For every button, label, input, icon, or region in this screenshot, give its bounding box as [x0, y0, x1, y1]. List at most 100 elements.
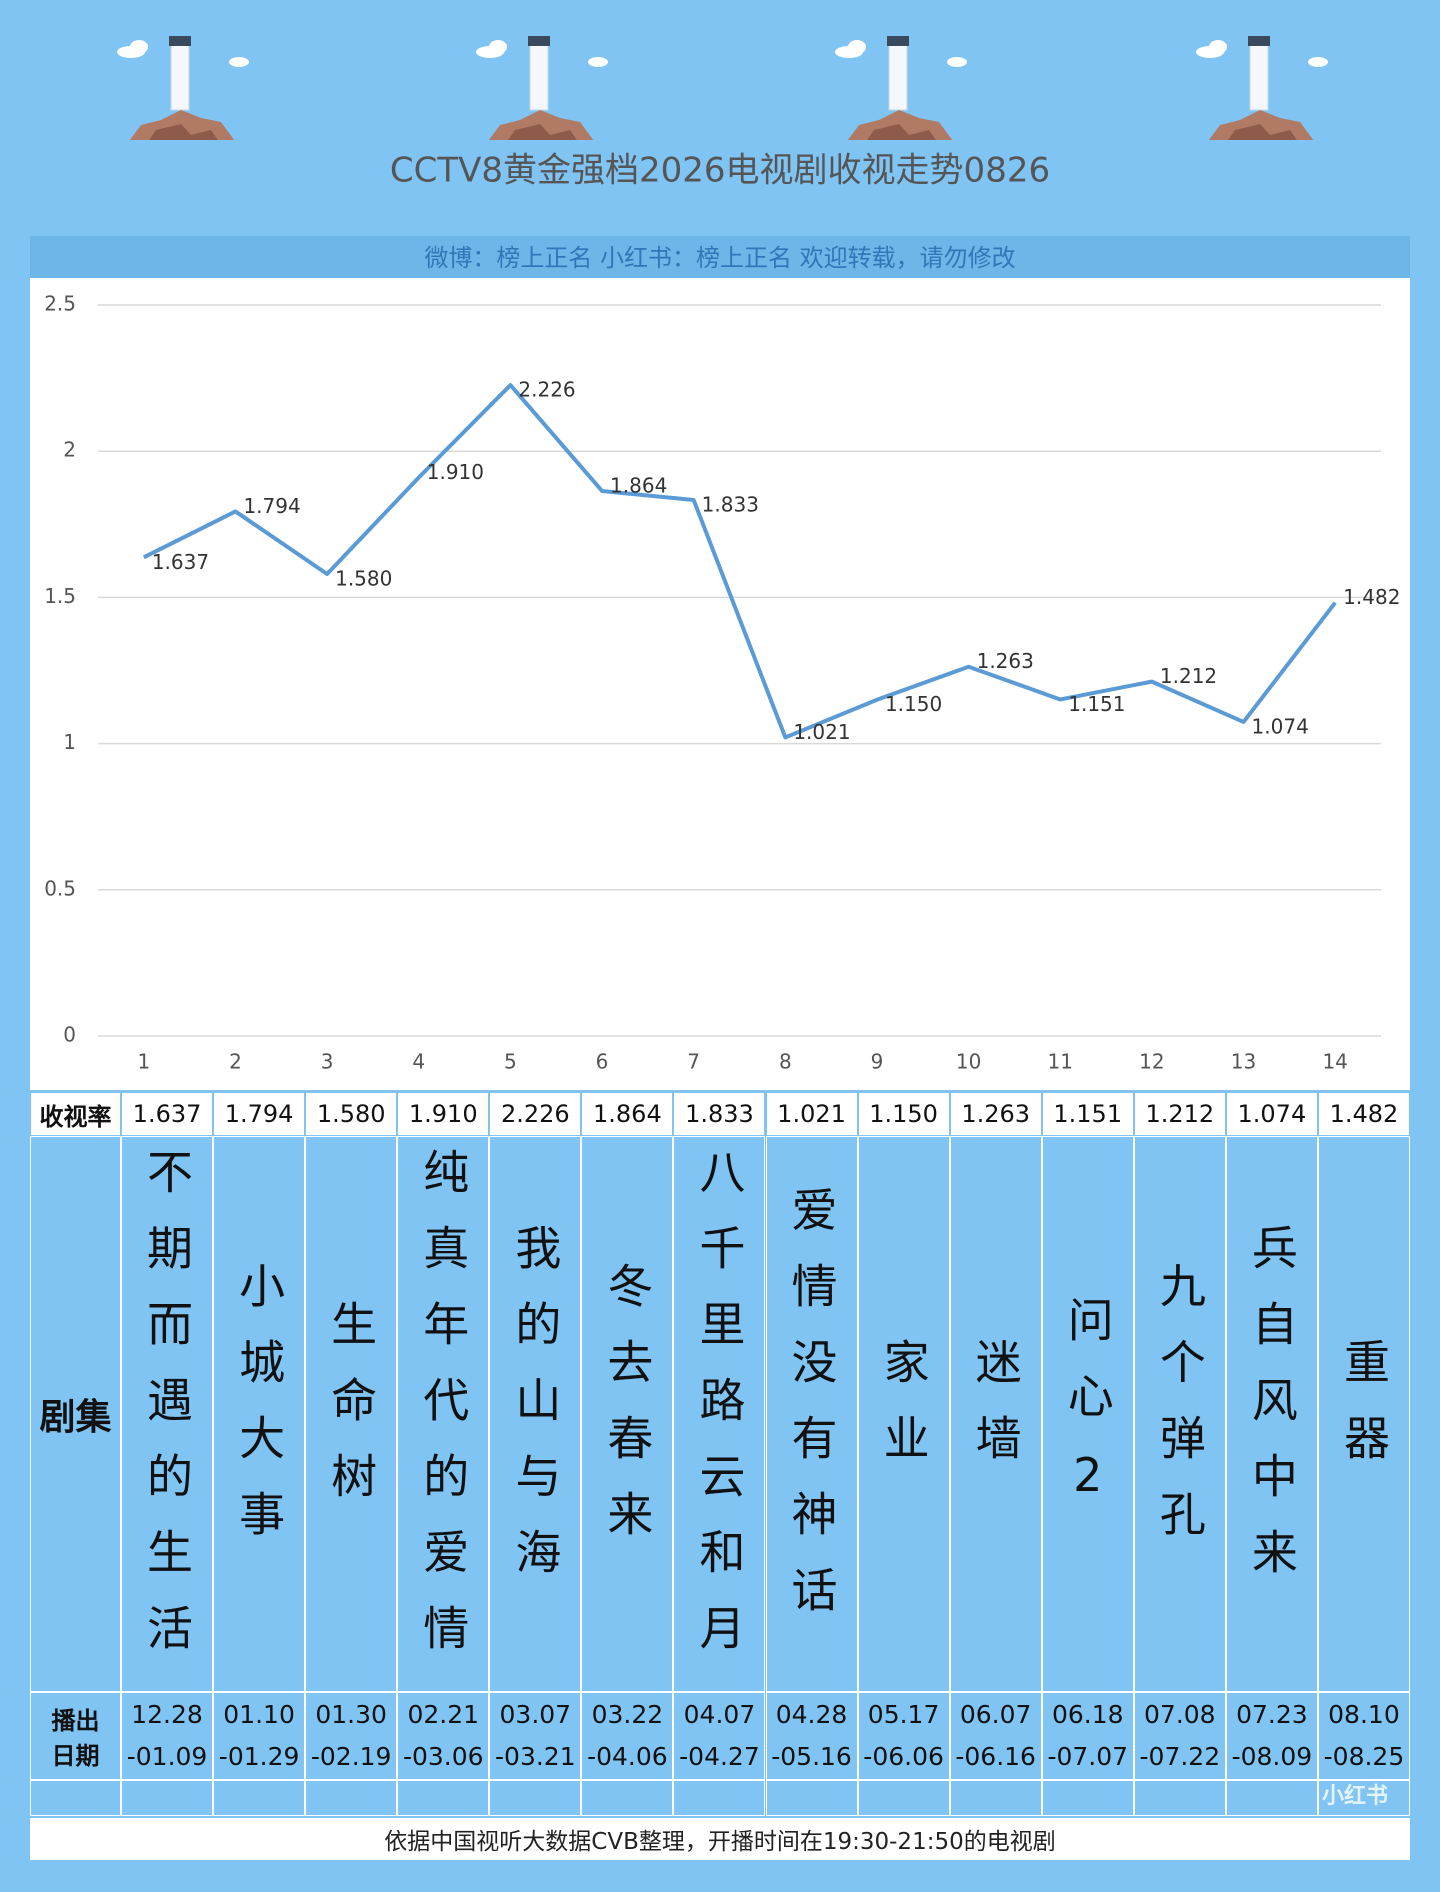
x-tick-label: 9 [871, 1050, 884, 1074]
y-tick-label: 0.5 [44, 876, 76, 900]
blank-cell [857, 1780, 950, 1816]
air-date-part: 04.28 [775, 1700, 848, 1729]
rating-cell: 1.580 [305, 1092, 398, 1136]
air-date-part: -04.06 [587, 1742, 668, 1771]
air-date-part: -01.09 [126, 1742, 208, 1771]
drama-name: 爱情没有神话 [765, 1136, 858, 1692]
air-date-part: 05.17 [867, 1700, 940, 1729]
rating-cell: 1.482 [1317, 1092, 1410, 1136]
data-label: 1.482 [1343, 585, 1400, 609]
air-date-part: 03.22 [591, 1700, 664, 1729]
air-date: 12.28 -01.09 [121, 1692, 214, 1780]
row-label-line: 播出 [51, 1707, 100, 1735]
air-date-part: -08.09 [1231, 1742, 1313, 1771]
data-label: 1.864 [610, 473, 667, 497]
air-date: 04.07 -04.27 [673, 1692, 766, 1780]
blank-cell [1225, 1780, 1318, 1816]
chart: CCTV8黄金强档2026电视剧收视走势0826 微博：榜上正名 小红书：榜上正… [30, 151, 1410, 1090]
drama-name: 家业 [857, 1136, 950, 1692]
air-date-part: 04.07 [683, 1700, 756, 1729]
blank-cell [673, 1780, 766, 1816]
subtitle-band [30, 236, 1410, 278]
air-date: 06.18 -07.07 [1041, 1692, 1134, 1780]
drama-name-text: 我的山与海 [508, 1224, 563, 1604]
air-date-part: -06.06 [863, 1742, 944, 1771]
blank-cell [581, 1780, 674, 1816]
drama-name-text: 不期而遇的生活 [140, 1148, 195, 1680]
data-label: 1.021 [793, 720, 850, 744]
y-tick-label: 2 [63, 438, 76, 462]
drama-name-text: 爱情没有神话 [784, 1186, 839, 1642]
data-label: 1.794 [243, 494, 300, 518]
air-date-part: 07.08 [1144, 1700, 1216, 1729]
air-date-part: 02.21 [407, 1700, 480, 1729]
rating-cell: 1.263 [949, 1092, 1042, 1136]
drama-name-text: 九个弹孔 [1152, 1262, 1207, 1566]
decoration [117, 36, 1328, 140]
y-tick-label: 0 [63, 1023, 76, 1047]
air-date-part: 01.30 [315, 1700, 387, 1729]
y-tick-label: 1 [63, 730, 76, 754]
drama-name: 纯真年代的爱情 [397, 1136, 490, 1692]
drama-name-text: 生命树 [324, 1300, 379, 1528]
air-date-part: 06.18 [1051, 1700, 1124, 1729]
blank-cell [1317, 1780, 1410, 1816]
blank-cell [489, 1780, 582, 1816]
air-date-part: -04.27 [679, 1742, 760, 1771]
chart-title: CCTV8黄金强档2026电视剧收视走势0826 [390, 151, 1050, 191]
air-date-part: -06.16 [955, 1742, 1036, 1771]
air-date-part: -07.07 [1047, 1742, 1129, 1771]
drama-name-text: 小城大事 [232, 1262, 287, 1566]
data-label: 1.212 [1160, 664, 1217, 688]
line [142, 383, 1337, 740]
x-tick-label: 13 [1231, 1050, 1256, 1074]
rating-cell: 1.864 [581, 1092, 674, 1136]
air-date-part: -03.06 [402, 1742, 484, 1771]
air-date-part: -02.19 [310, 1742, 392, 1771]
data-label: 1.910 [427, 460, 484, 484]
plot-background [30, 278, 1410, 1090]
x-tick-label: 8 [779, 1050, 792, 1074]
rating-cell: 1.212 [1133, 1092, 1226, 1136]
air-date-part: 08.10 [1328, 1700, 1400, 1729]
x-tick-label: 6 [596, 1050, 609, 1074]
drama-name: 迷墙 [949, 1136, 1042, 1692]
x-tick-label: 2 [229, 1050, 242, 1074]
y-tick-label: 1.5 [44, 584, 76, 608]
blank-cell [30, 1780, 121, 1816]
data-label: 1.833 [702, 493, 759, 517]
drama-name-text: 纯真年代的爱情 [416, 1148, 471, 1680]
data-label: 1.263 [977, 649, 1034, 673]
drama-name: 重器 [1317, 1136, 1410, 1692]
drama-name: 兵自风中来 [1225, 1136, 1318, 1692]
lighthouse-icon [117, 36, 249, 140]
data-label: 2.226 [518, 378, 575, 402]
data-label: 1.074 [1252, 714, 1309, 738]
drama-name: 不期而遇的生活 [121, 1136, 214, 1692]
footer: 依据中国视听大数据CVB整理，开播时间在19:30-21:50的电视剧 [30, 1818, 1410, 1860]
x-tick-label: 14 [1322, 1050, 1347, 1074]
blank-cell [765, 1780, 858, 1816]
drama-name: 九个弹孔 [1133, 1136, 1226, 1692]
air-date: 06.07 -06.16 [949, 1692, 1042, 1780]
drama-name: 冬去春来 [581, 1136, 674, 1692]
air-date: 07.08 -07.22 [1133, 1692, 1226, 1780]
row-label: 收视率 [30, 1092, 121, 1136]
blank-cell [213, 1780, 306, 1816]
air-date-part: 03.07 [499, 1700, 572, 1729]
blank-cell [397, 1780, 490, 1816]
row-label: 播出 日期 [30, 1692, 121, 1780]
x-tick-label: 12 [1139, 1050, 1164, 1074]
rating-cell: 1.910 [397, 1092, 490, 1136]
air-date: 03.07 -03.21 [489, 1692, 582, 1780]
air-date: 07.23 -08.09 [1225, 1692, 1318, 1780]
air-date-part: -07.22 [1139, 1742, 1221, 1771]
air-date: 03.22 -04.06 [581, 1692, 674, 1780]
air-date: 05.17 -06.06 [857, 1692, 950, 1780]
y-tick-label: 2.5 [44, 292, 76, 316]
data-label: 1.637 [152, 550, 209, 574]
blank-cell [949, 1780, 1042, 1816]
drama-name-text: 重器 [1336, 1338, 1391, 1490]
blank-cell [1133, 1780, 1226, 1816]
watermark: 小红书 [1322, 1784, 1389, 1809]
